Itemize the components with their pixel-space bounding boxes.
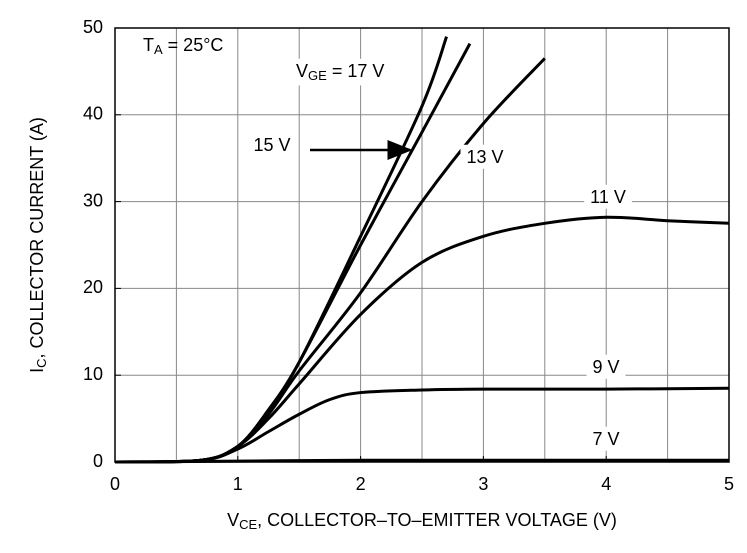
- x-tick-label: 0: [110, 474, 120, 494]
- y-axis-title: IC, COLLECTOR CURRENT (A): [27, 117, 50, 373]
- x-tick-label: 2: [356, 474, 366, 494]
- vge-rest: =: [327, 61, 348, 81]
- curve: [114, 458, 729, 464]
- vge-main: V: [296, 61, 308, 81]
- x-axis-title: VCE, COLLECTOR–TO–EMITTER VOLTAGE (V): [227, 510, 617, 533]
- x-axis-title-main: V: [227, 510, 239, 530]
- x-tick-label: 4: [601, 474, 611, 494]
- curve-label: 11 V: [590, 187, 626, 207]
- series-name: 13 V: [466, 147, 503, 167]
- y-tick-label: 50: [83, 17, 103, 37]
- label-background: [247, 132, 297, 157]
- annotation-rest: = 25°C: [163, 35, 224, 55]
- y-tick-label: 20: [83, 277, 103, 297]
- series-name: 9 V: [592, 357, 619, 377]
- grid: [115, 28, 729, 462]
- curve-label: 13 V: [466, 147, 503, 167]
- annotation-sub: A: [154, 42, 163, 57]
- annotation-main: T: [143, 35, 154, 55]
- x-tick-label: 1: [233, 474, 243, 494]
- label-background: [290, 58, 391, 86]
- y-tick-label: 0: [93, 451, 103, 471]
- curve: [114, 386, 730, 464]
- curve-label: VGE = 17 V: [296, 61, 384, 84]
- label-background: [586, 354, 626, 379]
- label-background: [460, 144, 510, 169]
- curve-label: 9 V: [592, 357, 619, 377]
- label-background: [586, 426, 626, 451]
- curve-label: 7 V: [592, 429, 619, 449]
- y-axis-title-main: I: [27, 368, 47, 373]
- curve: [114, 42, 472, 464]
- x-axis-title-rest: , COLLECTOR–TO–EMITTER VOLTAGE (V): [257, 510, 617, 530]
- x-tick-label: 5: [724, 474, 734, 494]
- x-axis-title-sub: CE: [239, 517, 257, 532]
- y-tick-label: 40: [83, 104, 103, 124]
- y-tick-label: 30: [83, 190, 103, 210]
- label-background: [584, 184, 632, 209]
- curve-label: 15 V: [253, 135, 290, 155]
- annotation: TA = 25°C: [143, 35, 223, 58]
- curve: [114, 57, 546, 464]
- series-name: 15 V: [253, 135, 290, 155]
- x-tick-label: 3: [478, 474, 488, 494]
- y-axis-title-sub: C: [34, 358, 49, 367]
- plot-frame: [114, 27, 730, 463]
- y-axis-title-rest: , COLLECTOR CURRENT (A): [27, 117, 47, 358]
- curves: [114, 36, 730, 464]
- vge-sub: GE: [308, 68, 327, 83]
- series-name: 7 V: [592, 429, 619, 449]
- series-name: 11 V: [590, 187, 626, 207]
- series-name: 17 V: [347, 61, 384, 81]
- labels: VGE = 17 V 15 V 13 V 11 V 9 V 7 V: [247, 58, 632, 451]
- y-tick-label: 10: [83, 364, 103, 384]
